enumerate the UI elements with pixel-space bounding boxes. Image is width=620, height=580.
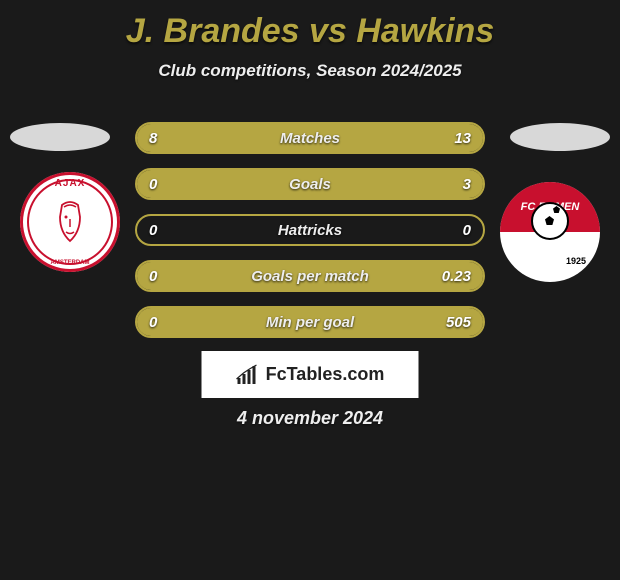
page-subtitle: Club competitions, Season 2024/2025 — [0, 61, 620, 81]
club-crest-right: FC EMMEN 1925 — [500, 182, 600, 282]
stat-label: Hattricks — [278, 222, 342, 239]
stat-value-left: 0 — [149, 314, 157, 331]
branding-box: FcTables.com — [202, 351, 419, 398]
soccer-ball-icon — [531, 202, 569, 240]
club-crest-left: AJAX AMSTERDAM — [20, 172, 120, 272]
player-photo-left — [10, 123, 110, 151]
date-label: 4 november 2024 — [237, 408, 383, 429]
stat-value-right: 13 — [454, 130, 471, 147]
stat-label: Goals per match — [251, 268, 369, 285]
stat-value-left: 8 — [149, 130, 157, 147]
stat-value-right: 505 — [446, 314, 471, 331]
stat-row: 8 13 Matches — [135, 122, 485, 154]
stat-label: Matches — [280, 130, 340, 147]
ajax-text-bottom: AMSTERDAM — [51, 260, 90, 266]
stat-row: 0 0 Hattricks — [135, 214, 485, 246]
page-title: J. Brandes vs Hawkins — [0, 0, 620, 51]
stat-value-left: 0 — [149, 268, 157, 285]
stat-value-right: 3 — [463, 176, 471, 193]
stats-container: 8 13 Matches 0 3 Goals 0 0 Hattricks 0 0.23 Goals p… — [135, 122, 485, 352]
branding-text: FcTables.com — [266, 364, 385, 385]
stat-label: Min per goal — [266, 314, 354, 331]
ajax-logo: AJAX AMSTERDAM — [20, 172, 120, 272]
stat-row: 0 3 Goals — [135, 168, 485, 200]
player-photo-right — [510, 123, 610, 151]
stat-label: Goals — [289, 176, 331, 193]
stat-row: 0 505 Min per goal — [135, 306, 485, 338]
stat-value-right: 0 — [463, 222, 471, 239]
stat-value-right: 0.23 — [442, 268, 471, 285]
emmen-year: 1925 — [566, 256, 586, 266]
stat-row: 0 0.23 Goals per match — [135, 260, 485, 292]
emmen-logo: FC EMMEN 1925 — [500, 182, 600, 282]
ajax-face-icon — [50, 197, 90, 247]
ajax-text-top: AJAX — [55, 178, 86, 189]
stat-value-left: 0 — [149, 222, 157, 239]
stat-value-left: 0 — [149, 176, 157, 193]
bar-chart-icon — [236, 364, 262, 386]
